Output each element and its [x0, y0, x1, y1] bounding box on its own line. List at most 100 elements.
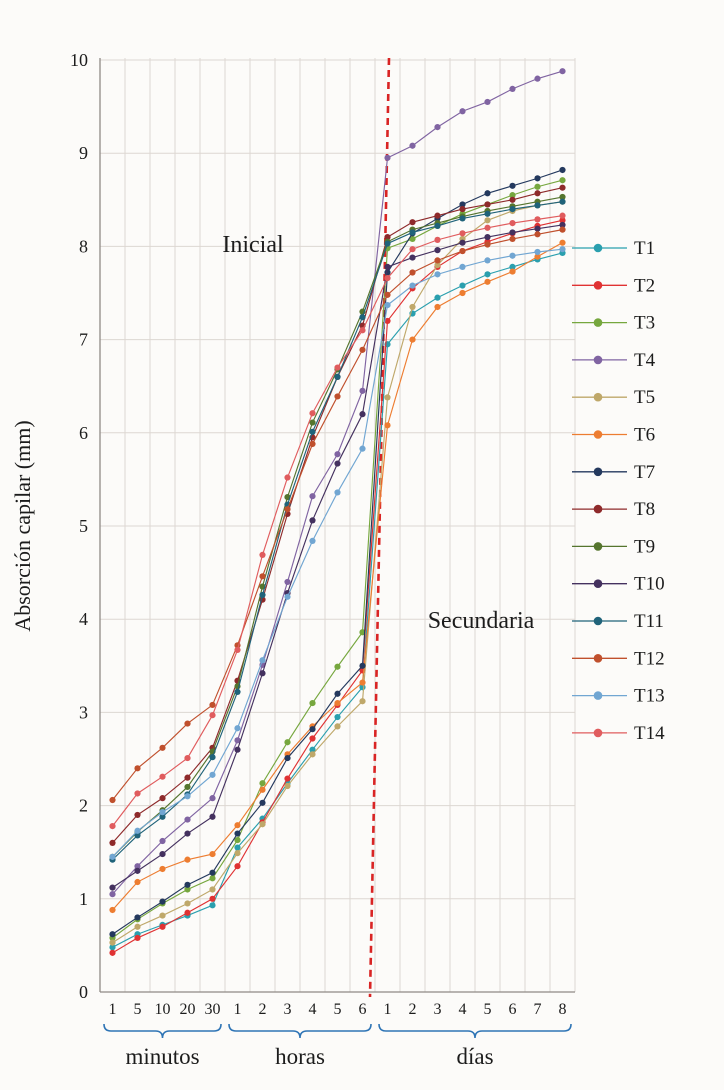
series-T2-point-8: [309, 735, 316, 742]
series-T12: [109, 226, 566, 804]
legend-item-T2: T2: [572, 275, 655, 296]
series-T13-point-2: [159, 809, 166, 816]
series-T6-point-12: [409, 336, 416, 343]
series-T6-point-3: [184, 856, 191, 863]
phase-divider-line: [368, 57, 391, 998]
series-T7-point-10: [359, 662, 366, 669]
series-T4-point-10: [359, 387, 366, 394]
series-T4-point-12: [409, 142, 416, 149]
series-T1-point-4: [209, 902, 216, 909]
x-tick-label: 2: [409, 1001, 417, 1018]
series-T8-point-18: [559, 184, 566, 191]
x-tick-label: 5: [134, 1001, 142, 1018]
series-T13-point-16: [509, 252, 516, 259]
legend-marker-T14: [593, 728, 603, 738]
y-axis-title: Absorción capilar (mm): [10, 420, 35, 631]
series-T7-point-7: [284, 754, 291, 762]
series-T10-point-2: [159, 850, 166, 858]
series-T11-point-10: [359, 314, 366, 321]
series-T13-point-4: [209, 771, 216, 778]
legend-marker-T3: [593, 318, 603, 327]
x-group-brace-horas: [228, 1023, 372, 1039]
x-tick-label: 30: [205, 1001, 221, 1018]
series-T2-point-18: [559, 217, 566, 224]
y-tick-label: 2: [79, 796, 88, 816]
series-T11-point-17: [534, 202, 541, 209]
series-T11-point-15: [484, 210, 491, 217]
series-T10-point-16: [509, 229, 516, 236]
x-tick-label: 20: [180, 1001, 196, 1018]
x-tick-label: 1: [109, 1001, 117, 1018]
annotation-0: Inicial: [222, 232, 284, 258]
legend-item-T12: T12: [572, 648, 665, 669]
series-T5-point-12: [409, 303, 416, 311]
legend-label-T11: T11: [634, 611, 664, 632]
series-T5-point-7: [284, 782, 291, 790]
series-T4-point-13: [434, 124, 441, 131]
series-T14-point-12: [409, 246, 416, 253]
series-T2-point-1: [134, 934, 141, 942]
series-T6-point-13: [434, 303, 441, 311]
x-tick-label: 5: [334, 1001, 342, 1018]
series-T6-point-14: [459, 289, 466, 297]
series-T2-point-11: [384, 317, 391, 325]
series-T12-point-18: [559, 226, 566, 233]
series-T1-point-8: [309, 746, 316, 753]
series-T12-point-2: [159, 744, 166, 751]
series-T8-point-12: [409, 219, 416, 226]
legend-item-T13: T13: [572, 686, 665, 707]
series-T10-point-9: [334, 460, 341, 467]
legend-label-T14: T14: [634, 723, 665, 744]
series-T4-point-7: [284, 578, 291, 586]
series-T3-point-3: [184, 886, 191, 893]
series-T14-point-2: [159, 773, 166, 780]
series-T9-point-18: [559, 193, 566, 201]
series-T7-line: [112, 169, 563, 935]
series-T12-point-9: [334, 393, 341, 400]
legend-marker-T6: [593, 430, 603, 439]
series-T6-point-18: [559, 239, 566, 246]
series-T14-point-6: [259, 551, 266, 558]
legend-marker-T7: [593, 467, 603, 477]
series-T13-point-3: [184, 793, 191, 800]
series-T6-point-9: [334, 699, 341, 707]
series-T10-point-8: [309, 517, 316, 524]
series-T11-point-16: [509, 206, 516, 213]
series-T14-point-1: [134, 790, 141, 797]
series-T13-point-9: [334, 489, 341, 496]
series-T3-point-12: [409, 235, 416, 243]
series-T3-point-16: [509, 192, 516, 199]
legend-label-T8: T8: [634, 499, 655, 520]
series-T5-point-6: [259, 821, 266, 828]
series-T10-point-10: [359, 411, 366, 418]
series-T10-point-12: [409, 254, 416, 261]
series-T9-line: [112, 196, 563, 858]
legend-item-T7: T7: [572, 462, 655, 483]
series-T11-point-18: [559, 198, 566, 205]
series-T14-point-11: [384, 274, 391, 282]
legend-marker-T11: [593, 616, 603, 626]
series-T14-point-17: [534, 216, 541, 223]
series-T6-line: [112, 242, 563, 911]
series-T4-point-1: [134, 863, 141, 870]
series-T9-point-8: [309, 419, 316, 426]
legend-item-T14: T14: [572, 723, 665, 744]
series-T13-point-7: [284, 593, 291, 600]
legend-label-T10: T10: [634, 574, 665, 595]
series-T6-point-4: [209, 850, 216, 858]
series-T13-point-10: [359, 445, 366, 452]
series-T5-point-4: [209, 886, 216, 893]
x-tick-label: 6: [359, 1001, 367, 1018]
series-T10-point-4: [209, 813, 216, 820]
series-T2-point-7: [284, 775, 291, 782]
series-T3-point-8: [309, 699, 316, 707]
series-T14: [109, 212, 566, 830]
y-tick-label: 10: [70, 50, 88, 70]
series-T12-point-4: [209, 701, 216, 709]
y-tick-label: 9: [79, 143, 88, 163]
series-T7-point-17: [534, 175, 541, 182]
legend-label-T4: T4: [634, 350, 656, 371]
legend-item-T5: T5: [572, 387, 655, 408]
series-T11-point-5: [234, 688, 241, 695]
